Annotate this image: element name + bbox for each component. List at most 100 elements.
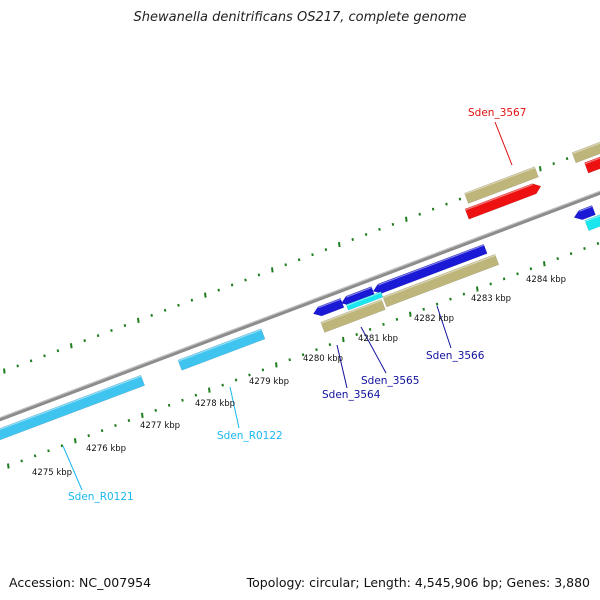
scale-label-4284: 4284 kbp: [526, 275, 566, 285]
inner-tick: [208, 387, 211, 393]
inner-tick: [20, 459, 23, 463]
scale-label-4279: 4279 kbp: [249, 377, 289, 387]
outer-tick: [43, 354, 46, 358]
inner-tick: [569, 252, 573, 256]
gene-label-sden-r0122[interactable]: Sden_R0122: [217, 430, 283, 442]
inner-tick: [87, 434, 90, 438]
outer-tick: [70, 343, 73, 349]
gene-label-sden-r0121[interactable]: Sden_R0121: [68, 491, 134, 503]
feature-sden-3565: [345, 291, 384, 311]
feature-tan-upper-right-shine: [572, 142, 600, 155]
inner-tick: [543, 261, 546, 267]
feature-sden-r0122: [177, 328, 266, 371]
feature-sden-r0121: [0, 374, 146, 441]
inner-tick: [328, 343, 332, 347]
feature-red-right: [584, 156, 600, 174]
inner-tick-ring: [7, 241, 600, 469]
outer-tick: [271, 267, 274, 273]
inner-tick: [489, 282, 492, 286]
inner-tick: [248, 373, 251, 377]
map-title: Shewanella denitrificans OS217, complete…: [133, 10, 467, 25]
gene-label-sden-3565-connector: [360, 326, 387, 374]
outer-tick: [565, 157, 569, 161]
outer-tick: [539, 166, 542, 172]
outer-tick: [324, 248, 328, 252]
inner-tick: [167, 403, 171, 407]
gene-labels: Sden_R0121 Sden_R0122 Sden_3564 Sden_3565 Sd…: [68, 107, 526, 503]
outer-tick: [257, 273, 261, 277]
feature-right-cyan-shine: [584, 215, 600, 222]
gene-label-sden-3565[interactable]: Sden_3565: [361, 375, 419, 387]
outer-tick: [150, 313, 153, 317]
feature-sden-r0121-shine: [0, 375, 142, 431]
feature-tan-left-shine: [320, 299, 383, 324]
outer-tick: [458, 197, 462, 201]
genome-backbone-highlight: [0, 190, 600, 419]
gene-label-sden-3567-connector: [494, 121, 513, 166]
outer-tick: [244, 278, 247, 282]
outer-tick: [405, 216, 408, 222]
scale-label-4278: 4278 kbp: [195, 399, 235, 409]
feature-sden-3565-cds-shine: [346, 286, 372, 298]
feature-tan-left: [320, 298, 386, 333]
feature-right-blue: [573, 205, 596, 220]
inner-tick: [342, 336, 345, 343]
inner-tick: [181, 398, 184, 402]
feature-sden-3565-shine: [346, 291, 382, 307]
inner-tick: [583, 247, 586, 251]
feature-tan-right-shine: [382, 254, 496, 299]
gene-label-sden-r0121-connector: [62, 445, 83, 491]
inner-tick: [355, 333, 358, 336]
outer-tick: [137, 317, 140, 324]
scale-label-4275: 4275 kbp: [32, 468, 72, 478]
inner-tick: [368, 327, 372, 331]
outer-tick: [16, 364, 19, 368]
outer-tick: [297, 258, 301, 262]
inner-tick: [194, 393, 198, 397]
scale-label-4276: 4276 kbp: [86, 444, 126, 454]
inner-tick: [422, 307, 425, 311]
outer-tick: [56, 349, 60, 353]
inner-tick: [596, 241, 600, 245]
scale-label-4281: 4281 kbp: [358, 334, 398, 344]
outer-tick: [123, 323, 127, 327]
inner-tick: [435, 302, 439, 306]
gene-label-sden-3564-connector: [336, 344, 348, 389]
feature-sden-3566-cds-shine: [378, 244, 485, 286]
outer-tick: [378, 227, 381, 231]
feature-tan-right: [382, 253, 500, 308]
inner-tick: [382, 322, 385, 326]
inner-tick: [275, 362, 278, 368]
outer-tick: [445, 202, 448, 206]
outer-tick: [96, 334, 100, 338]
feature-tan-upper-shine: [464, 167, 536, 195]
feature-sden-3567-shine: [465, 183, 533, 211]
outer-tick: [83, 339, 86, 343]
feature-tan-upper: [464, 166, 539, 204]
outer-tick: [418, 212, 421, 216]
outer-tick: [284, 263, 287, 267]
scale-labels: 4275 kbp 4276 kbp 4277 kbp 4278 kbp 4279 kbp…: [32, 275, 566, 478]
gene-label-sden-3567[interactable]: Sden_3567: [468, 107, 526, 119]
outer-tick: [431, 207, 435, 211]
inner-tick: [221, 383, 224, 387]
inner-tick: [33, 454, 37, 458]
outer-tick: [29, 359, 33, 363]
feature-tan-upper-right: [571, 141, 600, 164]
feature-right-blue-shine: [578, 205, 593, 212]
feature-track: [0, 141, 600, 441]
outer-tick: [3, 368, 6, 374]
label-connectors: [62, 121, 513, 491]
gene-label-sden-3564[interactable]: Sden_3564: [322, 389, 381, 401]
inner-tick: [315, 348, 318, 352]
inner-tick: [60, 444, 64, 448]
inner-tick: [529, 267, 533, 271]
feature-sden-r0122-shine: [178, 329, 262, 362]
outer-tick: [311, 253, 314, 257]
outer-tick: [338, 241, 341, 248]
inner-tick: [100, 429, 104, 433]
inner-tick: [114, 424, 117, 428]
scale-label-4280: 4280 kbp: [303, 354, 343, 364]
gene-label-sden-3566[interactable]: Sden_3566: [426, 350, 485, 362]
feature-sden-3567: [464, 183, 542, 220]
